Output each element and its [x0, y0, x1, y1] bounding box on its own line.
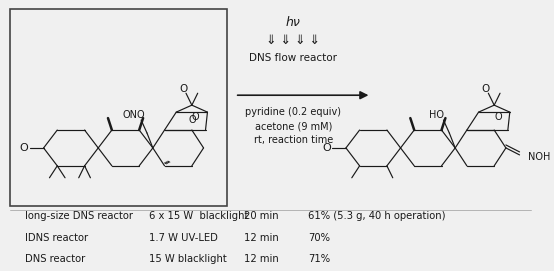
Text: 15 W blacklight: 15 W blacklight	[149, 254, 227, 264]
Text: 70%: 70%	[309, 233, 330, 243]
Text: 71%: 71%	[309, 254, 331, 264]
Text: O: O	[20, 143, 28, 153]
Text: long-size DNS reactor: long-size DNS reactor	[25, 211, 133, 221]
Text: O: O	[188, 115, 196, 125]
Text: pyridine (0.2 equiv): pyridine (0.2 equiv)	[245, 107, 341, 117]
Text: 20 min: 20 min	[244, 211, 278, 221]
Text: 12 min: 12 min	[244, 233, 278, 243]
Text: DNS reactor: DNS reactor	[25, 254, 85, 264]
Text: ONO: ONO	[123, 110, 146, 120]
Text: O: O	[322, 143, 331, 153]
Text: O: O	[192, 112, 199, 122]
Text: acetone (9 mM): acetone (9 mM)	[255, 121, 332, 131]
Text: 1.7 W UV-LED: 1.7 W UV-LED	[149, 233, 218, 243]
Bar	[11, 9, 227, 206]
Text: IDNS reactor: IDNS reactor	[25, 233, 88, 243]
Text: hν: hν	[286, 16, 301, 29]
Text: DNS flow reactor: DNS flow reactor	[249, 53, 337, 63]
Text: HO: HO	[429, 110, 444, 120]
Text: 12 min: 12 min	[244, 254, 278, 264]
Text: 6 x 15 W  blacklight: 6 x 15 W blacklight	[149, 211, 248, 221]
Text: ⇓ ⇓ ⇓ ⇓: ⇓ ⇓ ⇓ ⇓	[266, 34, 320, 47]
Text: O: O	[179, 84, 187, 94]
Text: O: O	[494, 112, 502, 122]
Text: rt, reaction time: rt, reaction time	[254, 135, 333, 145]
Text: 61% (5.3 g, 40 h operation): 61% (5.3 g, 40 h operation)	[309, 211, 446, 221]
Text: NOH: NOH	[529, 152, 551, 162]
Text: O: O	[481, 84, 490, 94]
